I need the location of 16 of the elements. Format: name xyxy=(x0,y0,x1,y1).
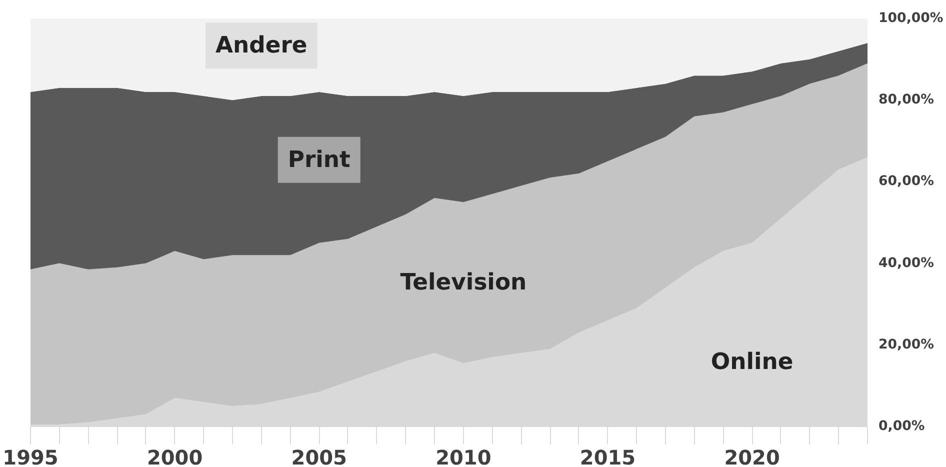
x-tick-label: 2005 xyxy=(291,446,347,467)
x-tick-label: 2020 xyxy=(724,446,780,467)
series-label: Print xyxy=(288,146,351,173)
series-label: Online xyxy=(710,349,794,376)
y-tick-label: 100,00% xyxy=(878,11,944,26)
series-label: Television xyxy=(400,270,527,296)
y-tick-label: 80,00% xyxy=(878,92,934,108)
y-tick-label: 20,00% xyxy=(878,337,934,352)
x-tick-label: 1995 xyxy=(2,446,58,467)
y-tick-label: 0,00% xyxy=(878,419,925,434)
series-label: Andere xyxy=(216,32,308,59)
x-tick-label: 2010 xyxy=(436,446,492,467)
y-tick-label: 40,00% xyxy=(878,256,934,271)
y-tick-label: 60,00% xyxy=(878,174,934,190)
x-tick-label: 2015 xyxy=(580,446,636,467)
x-tick-label: 2000 xyxy=(146,446,203,467)
